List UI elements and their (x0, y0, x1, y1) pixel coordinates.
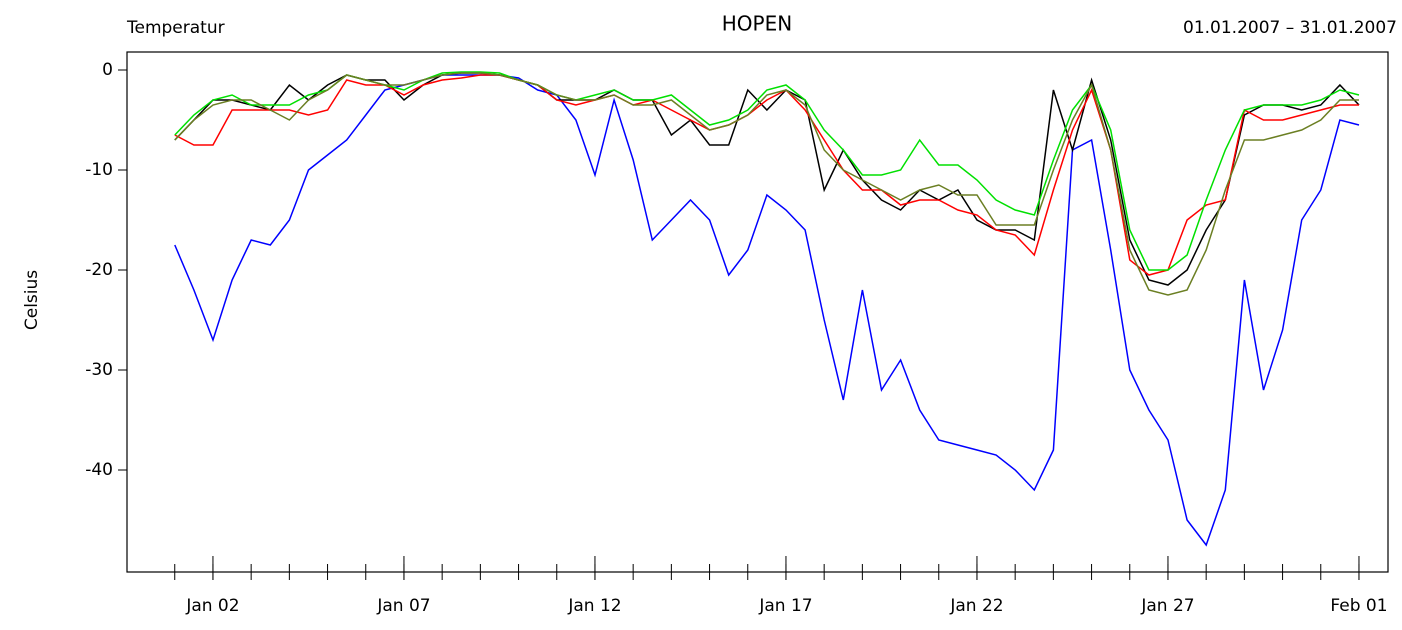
x-tick-label: Jan 02 (185, 596, 239, 616)
series-line (174, 74, 1360, 547)
chart-title: HOPEN (722, 12, 792, 36)
x-tick-label: Jan 22 (949, 596, 1003, 616)
y-tick-label: 0 (102, 60, 113, 80)
x-tick-label: Jan 17 (758, 596, 812, 616)
subtitle-right: 01.01.2007 – 31.01.2007 (1183, 18, 1397, 38)
series-line (174, 74, 1359, 276)
x-tick-label: Jan 07 (376, 596, 430, 616)
y-tick-label: -30 (85, 360, 113, 380)
series-line (174, 71, 1360, 271)
subtitle-left: Temperatur (126, 18, 225, 38)
series-line (174, 72, 1359, 296)
x-tick-label: Jan 27 (1140, 596, 1194, 616)
y-axis-label: Celsius (22, 270, 42, 330)
x-tick-label: Jan 12 (567, 596, 621, 616)
series-line (174, 72, 1360, 286)
y-tick-label: -20 (85, 260, 113, 280)
y-tick-label: -40 (85, 460, 113, 480)
plot-frame (126, 51, 1389, 573)
x-tick-label: Feb 01 (1330, 596, 1387, 616)
y-tick-label: -10 (85, 160, 113, 180)
